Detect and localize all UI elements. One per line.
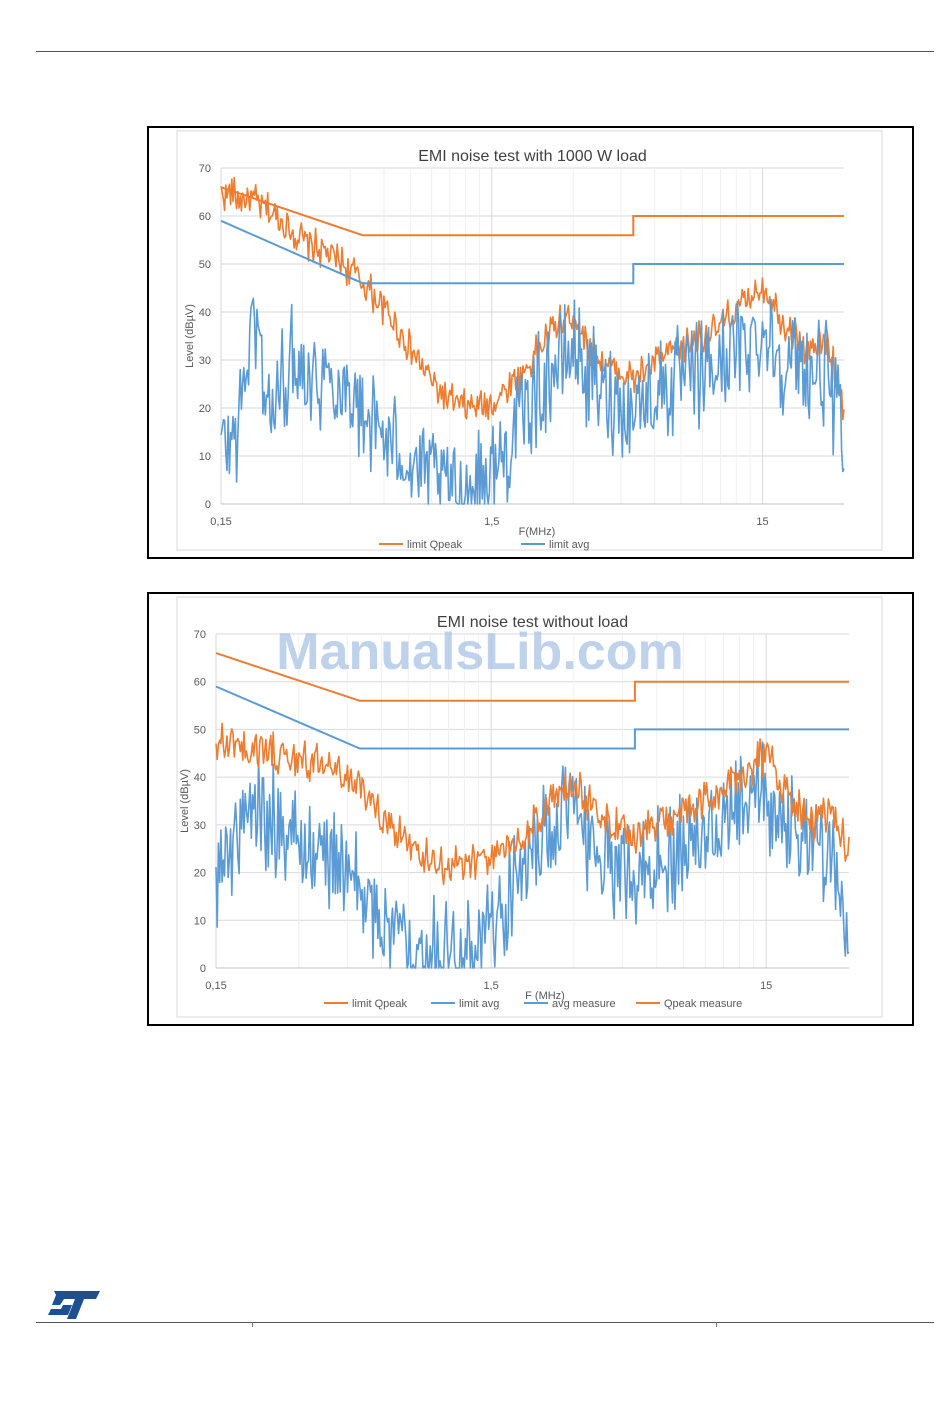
- legend-label: avg measure: [552, 998, 616, 1010]
- y-tick-label: 40: [199, 307, 211, 319]
- y-axis-label: Level (dBµV): [179, 769, 191, 833]
- st-logo-icon: [48, 1291, 100, 1319]
- x-tick-label: 0,15: [205, 980, 226, 992]
- series-line-measure: [215, 722, 850, 886]
- chart-title: EMI noise test without load: [437, 614, 628, 631]
- series-line-limit: [215, 652, 849, 702]
- series-line-measure: [220, 176, 845, 421]
- y-tick-label: 10: [199, 451, 211, 463]
- emi-chart-1000w-load: EMI noise test with 1000 W load 0 10 20 30 40…: [176, 130, 883, 551]
- y-tick-label: 70: [194, 629, 206, 641]
- footer-rule: [36, 1322, 934, 1323]
- footer-divider-left: [252, 1322, 253, 1327]
- chart-area-border: [176, 130, 883, 551]
- x-axis-label: F (MHz): [525, 990, 565, 1002]
- x-tick-label: 1,5: [484, 516, 499, 528]
- y-tick-label: 30: [194, 820, 206, 832]
- y-tick-label: 20: [194, 868, 206, 880]
- y-tick-label: 10: [194, 915, 206, 927]
- y-tick-label: 60: [199, 211, 211, 223]
- legend-label: Qpeak measure: [664, 998, 742, 1010]
- footer-divider-right: [716, 1322, 717, 1327]
- series-line-limit: [220, 186, 844, 237]
- chart-frame-1000w: EMI noise test with 1000 W load 0 10 20 30 40…: [147, 126, 914, 559]
- y-tick-label: 40: [194, 772, 206, 784]
- x-tick-label: 0,15: [210, 516, 231, 528]
- emi-chart-without-load: EMI noise test without load 0 10 20 30 40 50 60…: [176, 596, 883, 1018]
- x-axis-label: F(MHz): [519, 526, 556, 538]
- y-tick-label: 30: [199, 355, 211, 367]
- chart-area-border: [176, 596, 883, 1018]
- series-line-limit: [220, 219, 844, 285]
- y-tick-label: 60: [194, 677, 206, 689]
- series-line-measure: [215, 741, 850, 969]
- legend-label: limit avg: [459, 998, 499, 1010]
- chart-frame-no-load: EMI noise test without load 0 10 20 30 40 50 60…: [147, 592, 914, 1026]
- y-tick-label: 70: [199, 163, 211, 175]
- series-line-limit: [215, 685, 849, 750]
- series-line-measure: [220, 297, 845, 505]
- y-axis-label: Level (dBµV): [184, 304, 196, 368]
- legend-label: limit avg: [549, 539, 589, 551]
- legend-label: limit Qpeak: [352, 998, 408, 1010]
- x-tick-label: 15: [760, 980, 772, 992]
- y-tick-label: 50: [199, 259, 211, 271]
- y-tick-label: 20: [199, 403, 211, 415]
- legend-label: limit Qpeak: [407, 539, 463, 551]
- header-rule: [36, 51, 934, 52]
- x-tick-label: 1,5: [483, 980, 498, 992]
- chart-title: EMI noise test with 1000 W load: [418, 148, 647, 165]
- y-tick-label: 0: [205, 499, 211, 511]
- y-tick-label: 50: [194, 724, 206, 736]
- y-tick-label: 0: [200, 963, 206, 975]
- x-tick-label: 15: [756, 516, 768, 528]
